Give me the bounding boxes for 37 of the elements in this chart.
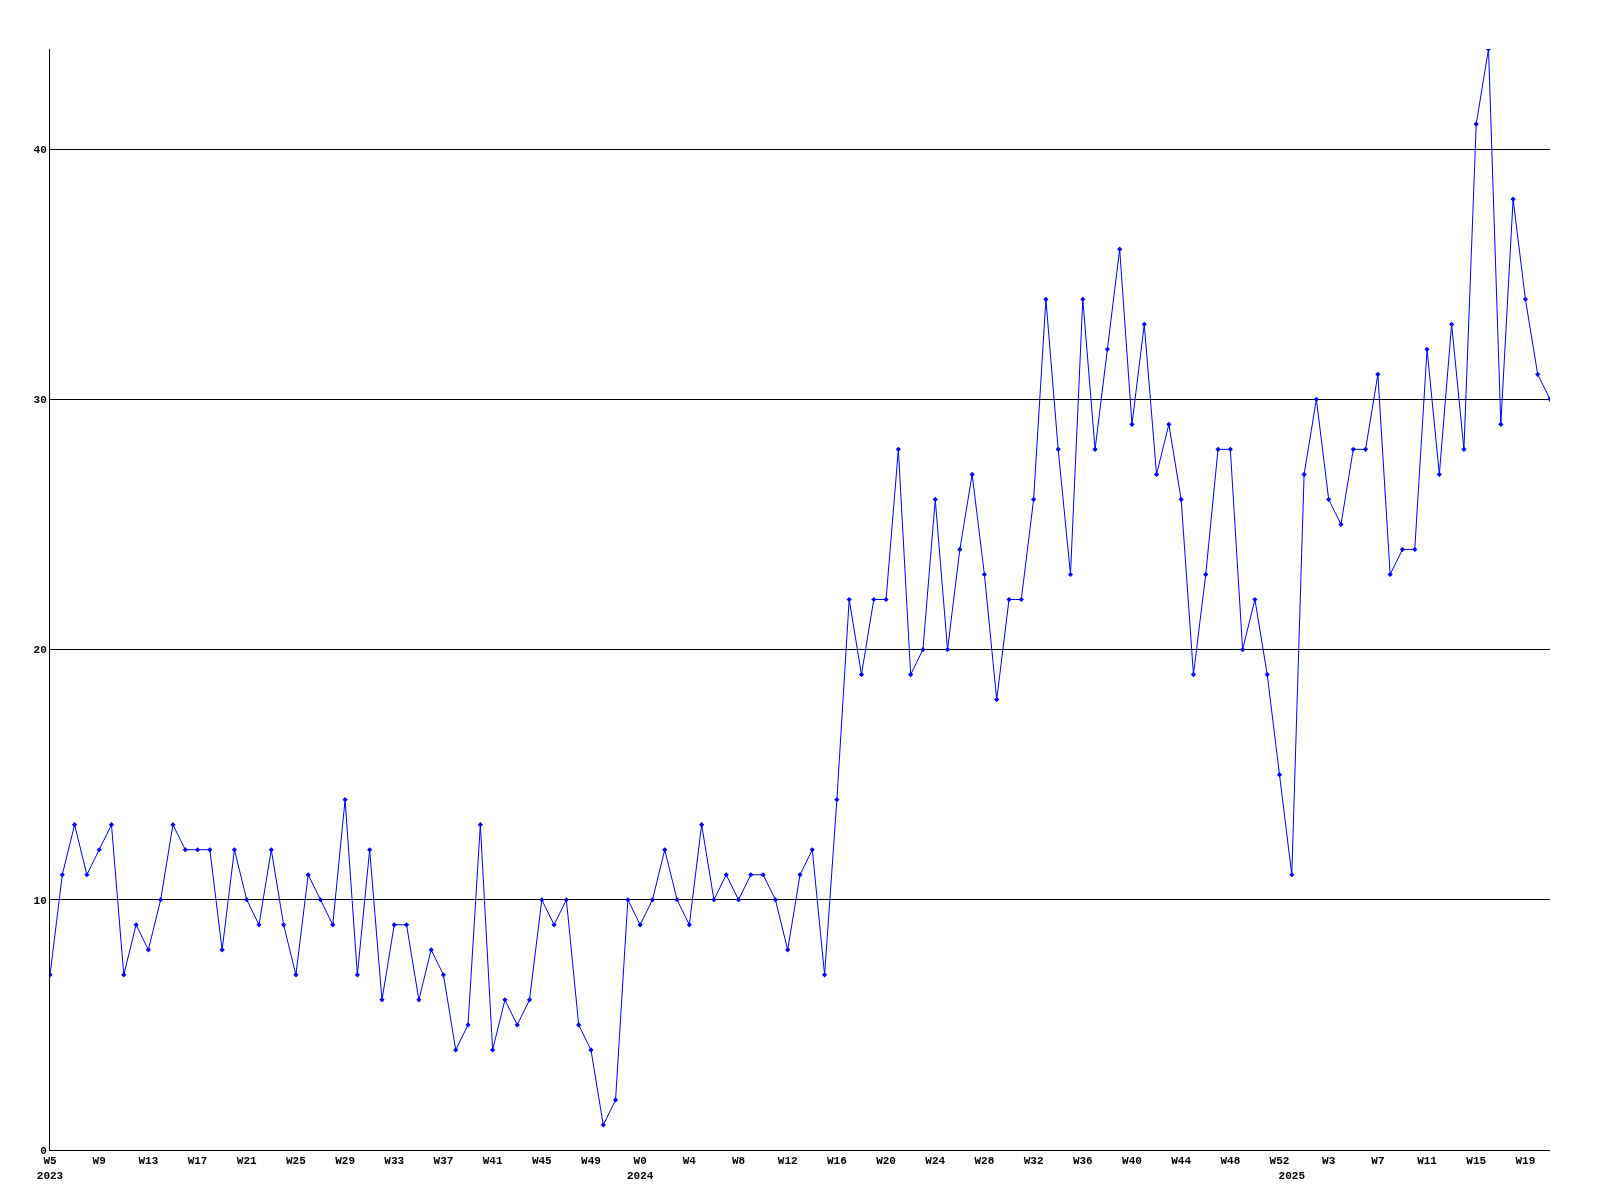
x-tick-label: W24 <box>925 1155 946 1168</box>
y-tick-label: 20 <box>33 644 47 657</box>
y-tick-label: 40 <box>33 143 47 156</box>
x-tick-label: W19 <box>1515 1155 1536 1168</box>
y-tick-label: 0 <box>40 1144 47 1157</box>
x-tick-label: W9 <box>92 1155 106 1168</box>
y-tick-label: 30 <box>33 394 47 407</box>
x-tick-label: W49 <box>581 1155 601 1168</box>
x-tick-label: W13 <box>138 1155 159 1168</box>
x-tick-label: W17 <box>187 1155 208 1168</box>
x-tick-label: W44 <box>1171 1155 1192 1168</box>
x-tick-label: W0 2024 <box>626 1155 654 1182</box>
x-tick-label: W15 <box>1466 1155 1487 1168</box>
x-tick-label: 2025 <box>1278 1169 1306 1182</box>
x-tick-label: W3 <box>1322 1155 1336 1168</box>
x-tick-label: W40 <box>1122 1155 1142 1168</box>
x-tick-label: W52 <box>1269 1155 1290 1168</box>
x-tick-label: W33 <box>384 1155 405 1168</box>
x-tick-label: W16 <box>826 1155 847 1168</box>
x-tick-label: W28 <box>974 1155 995 1168</box>
x-tick-label: W45 <box>531 1155 553 1168</box>
x-tick-label: W25 <box>285 1155 307 1168</box>
x-tick-label: W29 <box>335 1155 355 1168</box>
x-tick-label: W36 <box>1072 1155 1093 1168</box>
x-tick-label: W21 <box>236 1155 258 1168</box>
x-tick-label: W8 <box>731 1155 746 1168</box>
x-tick-label: W7 <box>1371 1155 1385 1168</box>
x-tick-label: W11 <box>1417 1155 1438 1168</box>
x-tick-label: W32 <box>1023 1155 1044 1168</box>
x-tick-label: W48 <box>1220 1155 1241 1168</box>
x-tick-label: W20 <box>876 1155 896 1168</box>
x-tick-label: W41 <box>482 1155 503 1168</box>
x-tick-label: W5 2023 <box>36 1155 64 1182</box>
x-tick-label: W12 <box>777 1155 798 1168</box>
x-tick-label: W37 <box>433 1155 454 1168</box>
x-tick-label: W4 <box>682 1155 697 1168</box>
y-tick-label: 10 <box>33 894 47 907</box>
